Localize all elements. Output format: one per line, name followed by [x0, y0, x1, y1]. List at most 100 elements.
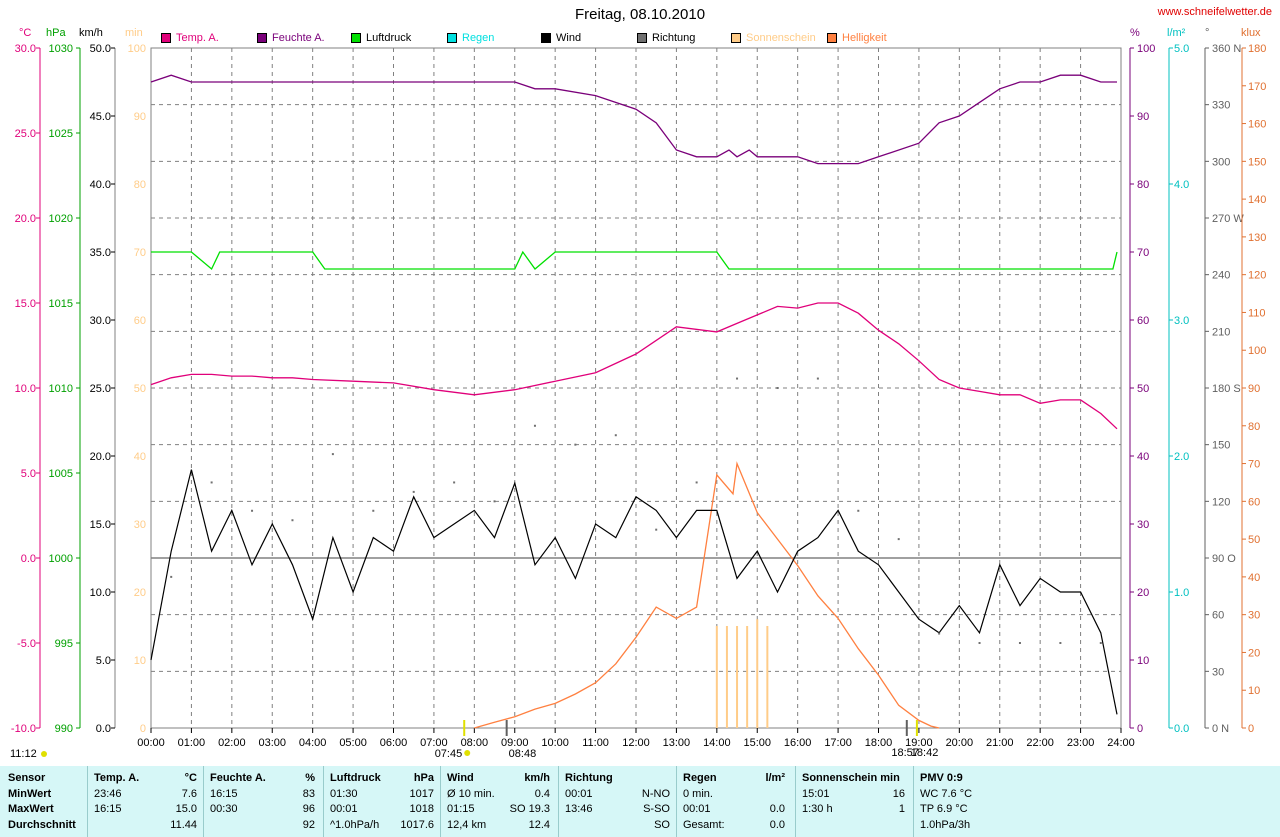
lux-axis-tick-label: 50 [1248, 534, 1260, 546]
chart-title: Freitag, 08.10.2010 [574, 6, 706, 23]
wind-axis-tick-label: 40.0 [90, 179, 111, 191]
direction-point [291, 519, 294, 522]
temp-axis-tick-label: 15.0 [15, 298, 36, 310]
pressure-line [151, 250, 1118, 271]
stats-cell: Regen [683, 772, 717, 784]
direction-axis-tick-label: 0 N [1212, 723, 1229, 735]
lux-axis-tick-label: 40 [1248, 572, 1260, 584]
stats-cell [210, 818, 270, 834]
stats-column: Feuchte A.% 16:15 83 00:30 96 92 [203, 766, 315, 837]
stats-cell: 11.44 [170, 818, 197, 831]
stats-cell: 0 min. [683, 787, 713, 800]
stats-cell: Richtung [565, 772, 613, 784]
stats-cell: SO 19.3 [509, 803, 550, 815]
stats-column: PMV 0:9 WC 7.6 °C TP 6.9 °C 1.0hPa/3h [913, 766, 1013, 837]
direction-axis-tick-label: 240 [1212, 270, 1230, 282]
temp-axis-tick-label: 10.0 [15, 383, 36, 395]
stats-cell: Feuchte A. [210, 772, 266, 784]
temp-axis-tick-label: 20.0 [15, 213, 36, 225]
sun-icon [41, 751, 47, 757]
direction-point [331, 453, 334, 456]
stats-row: 23:46 7.6 [94, 787, 197, 803]
direction-point [695, 481, 698, 484]
direction-point [1099, 642, 1102, 644]
legend-label: Feuchte A. [272, 32, 325, 44]
legend-swatch [637, 33, 647, 43]
legend-item: Helligkeit [827, 31, 887, 45]
direction-point [1059, 642, 1062, 644]
humidity-axis-tick-label: 40 [1137, 451, 1149, 463]
humidity-axis-tick-label: 90 [1137, 111, 1149, 123]
stats-header-row: Luftdruck hPa [330, 771, 434, 787]
sunmin-axis-tick-label: 40 [134, 451, 146, 463]
temperature-line [150, 302, 1118, 430]
stats-cell: 01:30 [330, 787, 358, 800]
stats-cell [94, 818, 153, 834]
lux-axis-tick-label: 130 [1248, 232, 1266, 244]
stats-cell: 16:15 [94, 803, 122, 815]
stats-cell: 1:30 h [802, 803, 833, 815]
stats-header-row: Sonnenschein min [802, 771, 905, 787]
direction-point [897, 538, 900, 541]
time-tick-label: 09:00 [501, 737, 529, 749]
direction-axis-tick-label: 330 [1212, 100, 1230, 112]
rain-axis-tick-label: 4.0 [1174, 179, 1189, 191]
stats-cell: Sensor [8, 772, 46, 784]
wind-axis-tick-label: 35.0 [90, 247, 111, 259]
lux-axis-tick-label: 0 [1248, 723, 1254, 735]
stats-cell: 01:15 [447, 803, 475, 815]
stats-cell: Temp. A. [94, 772, 140, 784]
legend-swatch [447, 33, 457, 43]
direction-axis-tick-label: 120 [1212, 496, 1230, 508]
time-tick-label: 05:00 [339, 737, 367, 749]
time-tick-label: 08:00 [461, 737, 489, 749]
humidity-axis-tick-label: 60 [1137, 315, 1149, 327]
stats-row: 01:15 SO 19.3 [447, 802, 550, 818]
lux-axis-tick-label: 70 [1248, 459, 1260, 471]
pressure-axis-tick-label: 1000 [49, 553, 73, 565]
time-tick-label: 03:00 [258, 737, 286, 749]
stats-cell: 13:46 [565, 803, 593, 815]
direction-point [170, 575, 173, 578]
direction-axis-tick-label: 360 N [1212, 43, 1241, 55]
pressure-axis-tick-label: 1015 [49, 298, 73, 310]
stats-cell: S-SO [643, 803, 670, 815]
stats-cell: 15.0 [175, 803, 197, 815]
stats-row: 00:30 96 [210, 802, 315, 818]
time-tick-label: 10:00 [541, 737, 569, 749]
stats-column: Wind km/h Ø 10 min. 0.4 01:15 SO 19.3 12,4 km 1… [440, 766, 550, 837]
stats-cell: 23:46 [94, 787, 122, 800]
stats-row: TP 6.9 °C [920, 802, 1013, 818]
temp-axis-unit-label: °C [19, 27, 31, 39]
stats-row: 00:01 0.0 [683, 802, 785, 818]
direction-point [210, 481, 213, 484]
pressure-axis-tick-label: 995 [55, 638, 73, 650]
stats-header-row: Richtung [565, 771, 670, 787]
lux-axis-tick-label: 30 [1248, 610, 1260, 622]
humidity-axis-tick-label: 0 [1137, 723, 1143, 735]
moonset-label: 18:42 [911, 747, 939, 759]
stats-cell: 1017 [409, 787, 434, 800]
stats-cell: MaxWert [8, 803, 54, 815]
legend-swatch [731, 33, 741, 43]
legend-label: Temp. A. [176, 32, 219, 44]
wind-axis-tick-label: 15.0 [90, 519, 111, 531]
rain-axis-tick-label: 2.0 [1174, 451, 1189, 463]
direction-point [412, 490, 415, 493]
pressure-axis-tick-label: 1005 [49, 468, 73, 480]
stats-cell: 0.0 [769, 803, 785, 815]
wind-axis-tick-label: 45.0 [90, 111, 111, 123]
stats-column: Regen l/m² 0 min. 00:01 0.0 Gesamt: 0.0 [676, 766, 785, 837]
stats-cell: 16 [892, 787, 905, 800]
time-tick-label: 23:00 [1067, 737, 1095, 749]
stats-cell: l/m² [765, 772, 785, 784]
lux-axis-tick-label: 120 [1248, 270, 1266, 282]
sunmin-axis-unit-label: min [125, 27, 143, 39]
direction-point [776, 387, 779, 389]
website-link[interactable]: www.schneifelwetter.de [1157, 6, 1272, 18]
humidity-axis-tick-label: 10 [1137, 655, 1149, 667]
weather-chart: 00:00 01:00 02:00 03:00 04:00 05:00 06:00 07:00… [10, 27, 1266, 760]
stats-row: Ø 10 min. 0.4 [447, 787, 550, 803]
time-tick-label: 14:00 [703, 737, 731, 749]
pressure-axis-tick-label: 1010 [49, 383, 73, 395]
